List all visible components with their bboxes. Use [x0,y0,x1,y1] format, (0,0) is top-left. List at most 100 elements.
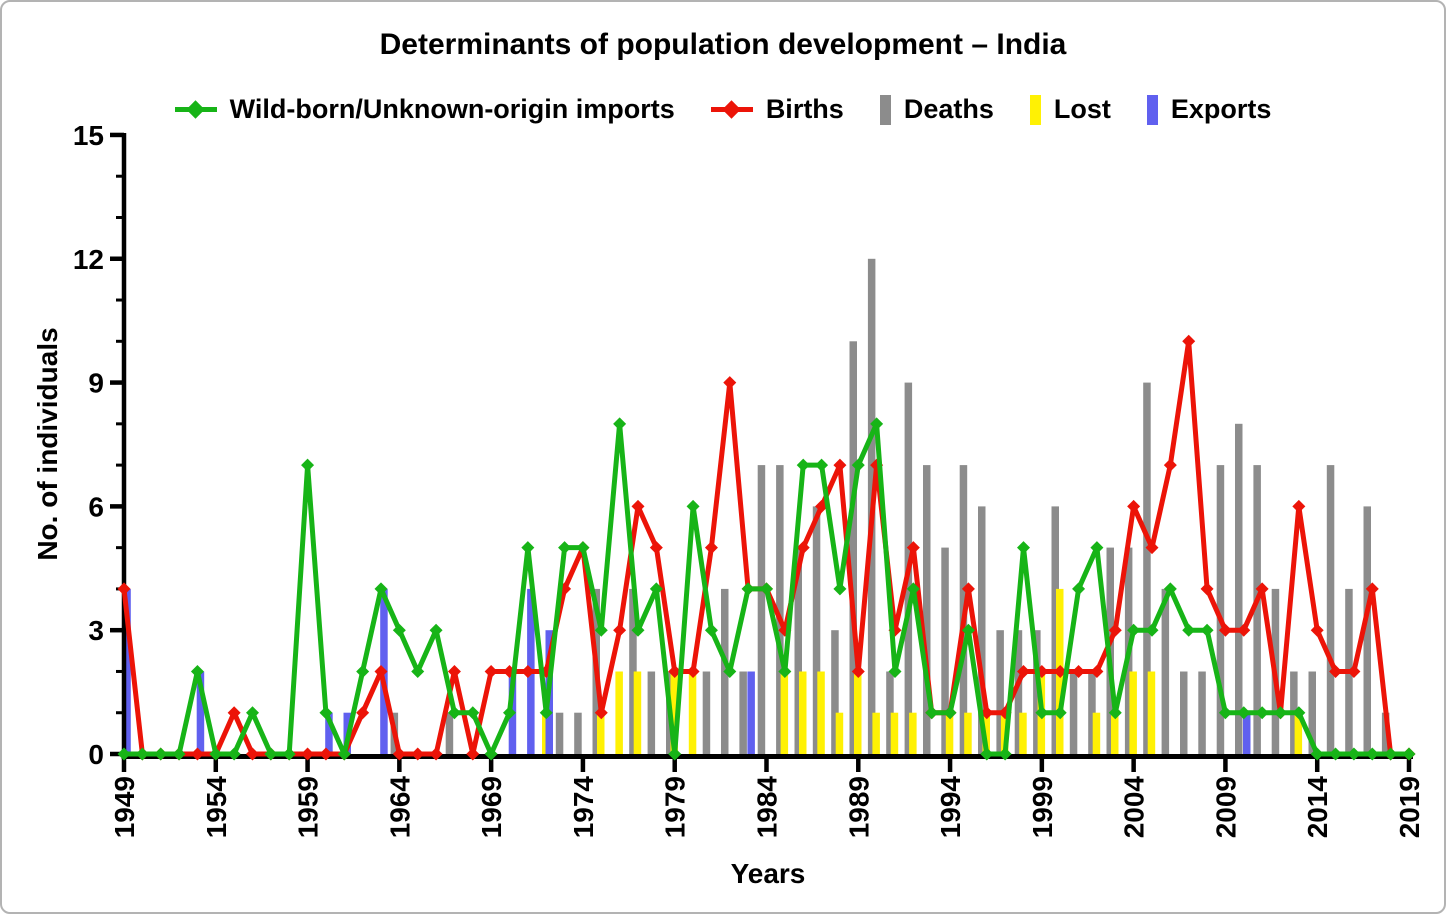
lost-bar [835,712,844,756]
imports-point-marker [1310,747,1324,761]
deaths-bar [1235,423,1243,756]
lost-bar [1294,712,1303,756]
imports-point-marker [117,747,131,761]
imports-point-marker [1365,747,1379,761]
x-tick-label: 1974 [568,776,599,839]
births-point-marker [1218,623,1232,637]
imports-point-marker [668,747,682,761]
lost-bar [872,712,880,756]
imports-point-marker [245,706,259,720]
exports-bar [1243,712,1251,756]
births-point-marker [1108,623,1122,637]
x-tick-label: 1984 [752,776,783,839]
imports-point-marker [502,706,516,720]
births-point-marker [429,747,443,761]
chart-title: Determinants of population development –… [379,28,1067,61]
exports-bar [123,588,131,756]
lost-bar [890,712,899,756]
imports-point-marker [558,541,572,555]
births-point-marker [723,376,737,390]
lost-bar [615,671,623,756]
deaths-bar [923,465,931,756]
births-point-marker [613,623,627,637]
lost-bar [1129,671,1137,756]
exports-bar [747,671,755,756]
imports-point-marker [319,706,333,720]
imports-point-marker [301,458,315,472]
deaths-bar [812,506,821,756]
deaths-bar [1180,671,1188,756]
y-tick-label: 9 [88,368,104,399]
deaths-bar [1253,465,1261,756]
imports-point-marker [1108,706,1122,720]
x-tick-label: 1994 [935,776,966,839]
imports-point-marker [1237,706,1251,720]
imports-point-marker [870,417,884,431]
line-imports [117,417,1416,761]
births-point-marker [301,747,315,761]
births-point-marker [447,664,461,678]
births-point-marker [411,747,425,761]
legend-label-deaths: Deaths [903,94,994,124]
x-tick-label: 1964 [384,776,415,839]
y-tick-label: 6 [88,491,104,522]
deaths-bar [941,547,949,756]
imports-point-marker [429,623,443,637]
births-point-marker [1292,499,1306,513]
births-point-marker [668,664,682,678]
imports-point-marker [411,664,425,678]
births-point-marker [1127,499,1141,513]
births-point-marker [1072,664,1086,678]
lost-bar [945,712,954,756]
x-tick-label: 2019 [1394,776,1425,838]
imports-point-marker [190,664,204,678]
births-point-marker [1237,623,1251,637]
imports-point-marker [392,623,406,637]
imports-point-marker [1053,706,1067,720]
births-point-marker [484,664,498,678]
imports-point-marker [374,582,388,596]
imports-point-marker [1292,706,1306,720]
imports-point-marker [1182,623,1196,637]
imports-point-marker [337,747,351,761]
births-point-marker [1310,623,1324,637]
deaths-bar [702,671,711,756]
imports-point-marker [1145,623,1159,637]
x-tick-label: 1999 [1027,776,1058,838]
imports-point-marker [227,747,241,761]
births-point-marker [117,582,131,596]
births-point-marker [1145,541,1159,555]
births-point-marker [1347,664,1361,678]
x-tick-label: 1959 [293,776,324,838]
x-tick-label: 1979 [660,776,691,838]
imports-point-marker [172,747,186,761]
legend-label-exports: Exports [1170,94,1272,124]
deaths-bar [1069,671,1078,756]
births-point-marker [1016,664,1030,678]
imports-point-marker [980,747,994,761]
imports-point-marker [539,706,553,720]
deaths-bar [1161,588,1170,756]
deaths-bar [647,671,656,756]
y-tick-label: 0 [88,739,104,770]
deaths-bar-swatch-icon [879,94,891,125]
imports-point-marker [1072,582,1086,596]
imports-point-marker [1347,747,1361,761]
births-point-marker [521,664,535,678]
deaths-bar [978,506,986,756]
births-point-marker [906,541,920,555]
deaths-bar [629,588,637,756]
births-point-marker [1329,664,1343,678]
deaths-bar [886,671,894,756]
imports-point-marker [723,664,737,678]
deaths-bar [996,630,1004,756]
imports-point-marker [594,623,608,637]
births-point-marker [961,582,975,596]
births-point-marker [686,664,700,678]
deaths-bar [794,547,802,756]
legend-label-lost: Lost [1053,94,1111,124]
imports-point-marker [356,664,370,678]
deaths-bar [849,341,857,756]
imports-point-marker [576,541,590,555]
